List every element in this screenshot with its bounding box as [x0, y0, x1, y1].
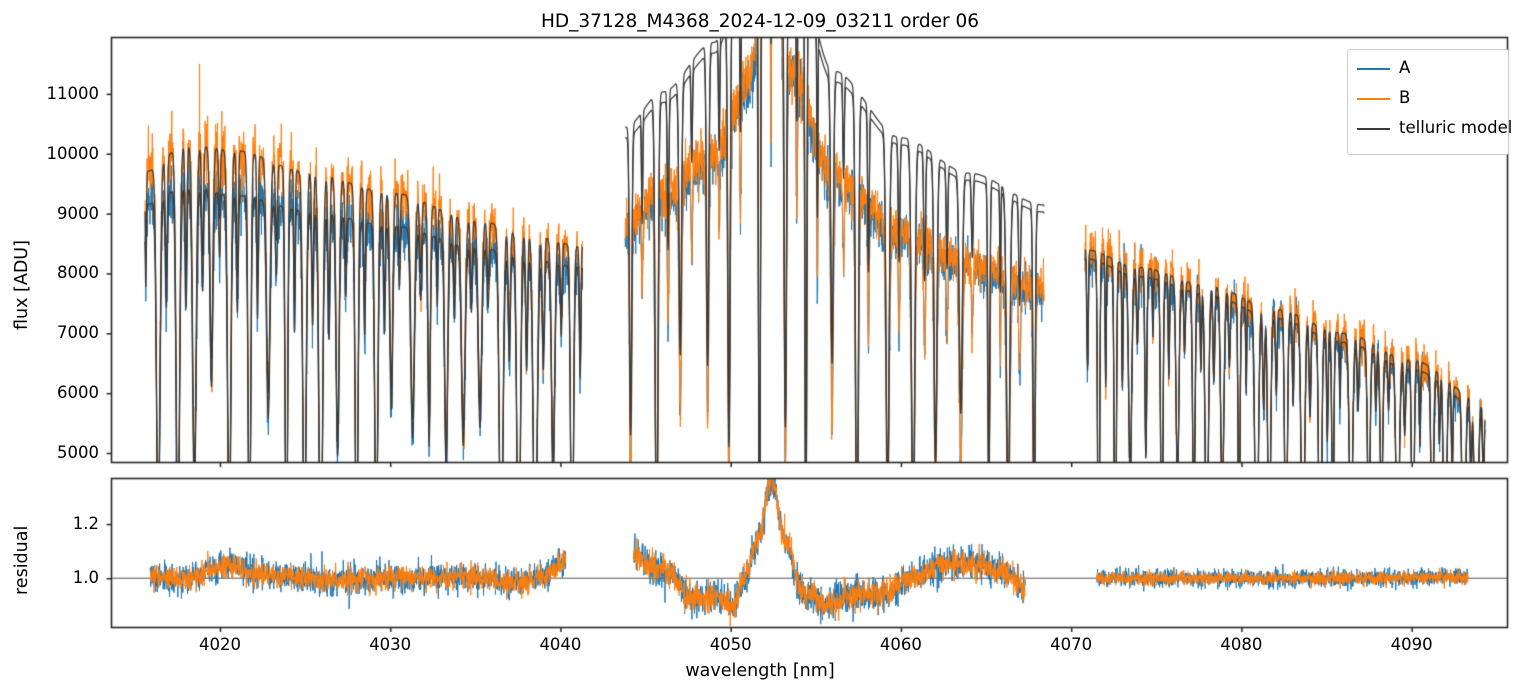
- spectrum-figure: HD_37128_M4368_2024-12-09_03211 order 06…: [0, 0, 1520, 696]
- spectrum-plot-canvas: [0, 0, 1520, 696]
